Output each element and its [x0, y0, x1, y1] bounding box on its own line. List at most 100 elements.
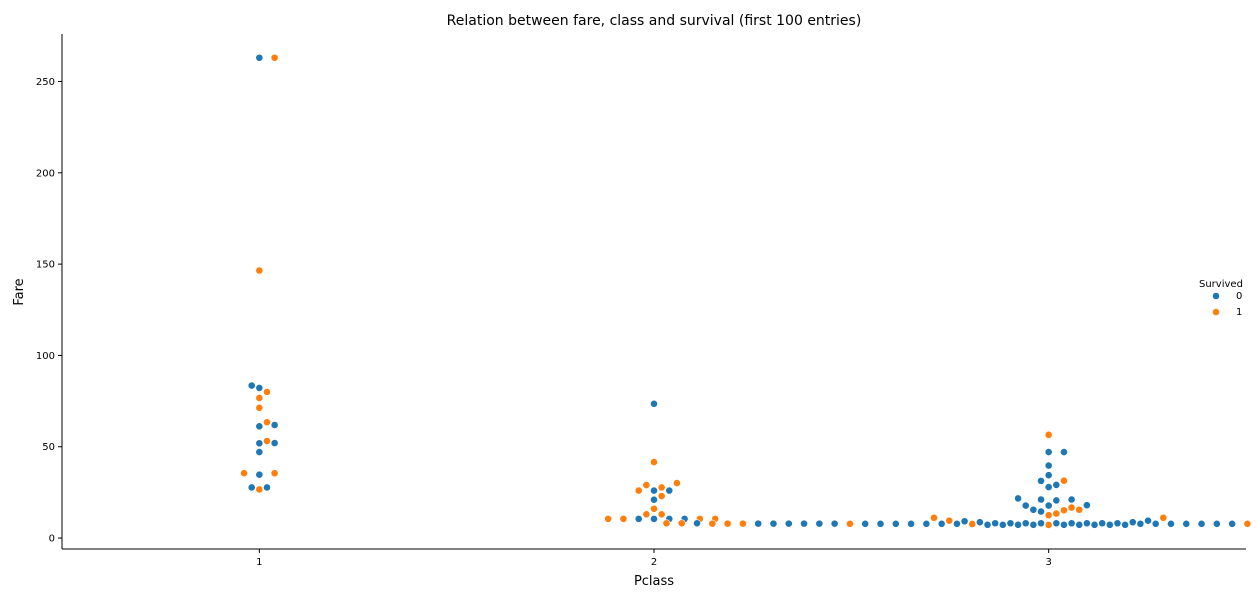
- data-point: [739, 519, 747, 528]
- data-point: [604, 514, 613, 523]
- data-point: [255, 448, 264, 456]
- data-point: [650, 495, 658, 504]
- data-point: [1037, 495, 1045, 504]
- legend-marker: [1212, 308, 1220, 316]
- legend-title: Survived: [1199, 279, 1243, 290]
- data-point: [846, 519, 854, 528]
- data-point: [673, 479, 681, 487]
- data-point: [1136, 519, 1145, 528]
- data-point: [1075, 505, 1084, 514]
- data-point: [1082, 501, 1091, 510]
- x-axis-label: Pclass: [634, 574, 674, 589]
- data-point: [642, 481, 651, 489]
- data-point: [1151, 519, 1160, 528]
- data-point: [1052, 519, 1061, 528]
- data-point: [642, 510, 651, 519]
- data-point: [1029, 505, 1038, 514]
- data-point: [1128, 518, 1137, 527]
- data-point: [1044, 520, 1053, 529]
- data-point: [255, 384, 264, 392]
- data-point: [255, 422, 264, 431]
- data-point: [991, 519, 1000, 528]
- x-ticks: 1 2 3: [256, 549, 1052, 568]
- data-point: [1052, 509, 1061, 518]
- data-point: [891, 519, 900, 528]
- data-point: [1144, 516, 1152, 525]
- data-point: [1082, 519, 1091, 528]
- data-point: [1067, 519, 1076, 528]
- data-point: [1090, 520, 1099, 529]
- x-tick-label: 1: [256, 557, 262, 568]
- data-point: [1029, 520, 1038, 529]
- data-point: [1060, 520, 1068, 529]
- data-point: [907, 519, 915, 528]
- data-point: [945, 516, 954, 525]
- data-point: [255, 394, 264, 402]
- y-tick-label: 50: [42, 442, 55, 453]
- data-point: [657, 510, 666, 519]
- legend-label: 0: [1236, 291, 1242, 302]
- data-point: [1044, 430, 1053, 439]
- data-point: [634, 514, 643, 523]
- data-point: [1006, 519, 1015, 528]
- data-point: [263, 483, 271, 492]
- data-point: [240, 469, 248, 478]
- data-point: [815, 519, 824, 528]
- data-point: [922, 519, 931, 528]
- data-point: [657, 483, 666, 492]
- legend-marker: [1212, 292, 1220, 300]
- data-point: [1052, 480, 1061, 489]
- data-point: [784, 519, 793, 528]
- y-tick-label: 0: [49, 534, 55, 545]
- data-point: [1121, 520, 1130, 529]
- data-point: [1037, 476, 1045, 485]
- data-point: [975, 518, 984, 527]
- data-point: [1228, 519, 1237, 528]
- data-point: [937, 519, 946, 528]
- data-point: [1044, 448, 1053, 456]
- data-point: [263, 418, 271, 427]
- y-tick-label: 100: [36, 351, 55, 362]
- data-point: [255, 485, 264, 494]
- data-point: [708, 519, 717, 528]
- data-point: [1037, 507, 1045, 516]
- data-point: [1044, 461, 1053, 470]
- data-point: [270, 53, 279, 62]
- data-point: [693, 519, 701, 528]
- data-point: [665, 486, 674, 495]
- data-point: [1021, 519, 1030, 528]
- data-point: [634, 486, 643, 495]
- data-point: [1021, 501, 1030, 510]
- data-point: [1182, 519, 1191, 528]
- data-point: [270, 421, 279, 429]
- data-point: [657, 492, 666, 500]
- data-points: [240, 53, 1252, 529]
- data-point: [998, 520, 1007, 529]
- data-point: [619, 514, 628, 523]
- data-point: [1075, 520, 1084, 529]
- data-point: [1197, 519, 1206, 528]
- data-point: [953, 519, 961, 528]
- y-tick-label: 200: [36, 168, 55, 179]
- data-point: [1067, 495, 1076, 504]
- data-point: [270, 439, 279, 447]
- data-point: [769, 519, 778, 528]
- data-point: [247, 483, 256, 492]
- legend-label: 1: [1236, 307, 1242, 318]
- data-point: [263, 388, 271, 396]
- data-point: [1060, 506, 1068, 515]
- data-point: [1052, 496, 1061, 505]
- data-point: [662, 519, 671, 528]
- data-point: [255, 53, 264, 62]
- x-tick-label: 2: [651, 557, 657, 568]
- data-point: [1105, 520, 1114, 529]
- y-ticks: 0 50 100 150 200 250: [36, 77, 62, 545]
- data-point: [255, 439, 264, 448]
- data-point: [650, 504, 658, 513]
- data-point: [650, 514, 658, 523]
- data-point: [1060, 448, 1068, 456]
- data-point: [1159, 513, 1168, 522]
- chart-title: Relation between fare, class and surviva…: [447, 13, 862, 29]
- data-point: [650, 399, 658, 408]
